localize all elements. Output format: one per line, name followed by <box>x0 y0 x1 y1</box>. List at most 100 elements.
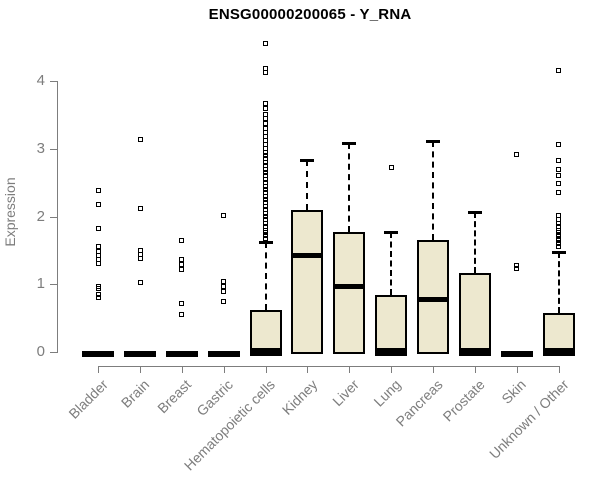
x-axis-tick <box>516 366 518 373</box>
outlier-point <box>556 189 562 195</box>
x-axis-category-label: Liver <box>329 376 362 410</box>
outlier-point <box>263 235 269 241</box>
median-line-unknown-other <box>542 348 575 356</box>
whisker-cap-pancreas <box>426 139 440 143</box>
x-axis-category-label: Breast <box>154 376 195 417</box>
outlier-point <box>95 187 101 193</box>
outlier-point <box>263 169 269 175</box>
x-axis-tick <box>181 366 183 373</box>
whisker-line-prostate <box>473 211 476 273</box>
outlier-point <box>556 235 562 241</box>
whisker-cap-unknown-other <box>551 250 566 254</box>
outlier-point <box>556 238 562 244</box>
outlier-point <box>263 100 269 106</box>
outlier-point <box>556 243 562 249</box>
outlier-point <box>556 227 562 233</box>
outlier-point <box>263 40 269 46</box>
outlier-point <box>137 279 143 285</box>
outlier-point <box>263 163 269 169</box>
y-axis-tick <box>50 284 57 286</box>
outlier-point <box>263 197 269 203</box>
outlier-point <box>556 232 562 238</box>
collapsed-box-bar-breast <box>165 351 198 357</box>
outlier-point <box>263 173 269 179</box>
outlier-point <box>263 207 269 213</box>
outlier-point <box>263 230 269 236</box>
median-line-hematopoietic-cells <box>249 348 282 356</box>
x-axis-category-label: Skin <box>498 376 530 407</box>
outlier-point <box>263 159 269 165</box>
median-line-lung <box>375 348 408 356</box>
outlier-point <box>514 266 520 272</box>
outlier-point <box>221 279 227 285</box>
outlier-point <box>263 65 269 71</box>
x-axis-tick <box>307 366 309 373</box>
x-axis-tick <box>140 366 142 373</box>
median-line-pancreas <box>417 297 449 303</box>
whisker-line-kidney <box>306 159 309 210</box>
y-axis-tick-label: 2 <box>36 207 45 225</box>
outlier-point <box>263 149 269 155</box>
outlier-point <box>221 283 227 289</box>
outlier-point <box>95 226 101 232</box>
boxplot-box-pancreas <box>417 240 449 354</box>
outlier-point <box>556 230 562 236</box>
outlier-point <box>95 295 101 301</box>
outlier-point <box>179 311 185 317</box>
outlier-point <box>263 232 269 238</box>
outlier-point <box>137 256 143 261</box>
outlier-point <box>95 286 101 292</box>
outlier-point <box>263 210 269 216</box>
y-axis-tick-label: 1 <box>36 275 45 293</box>
whisker-line-unknown-other <box>557 251 560 314</box>
x-axis-tick <box>391 366 393 373</box>
whisker-line-hematopoietic-cells <box>264 241 267 310</box>
whisker-line-lung <box>390 232 393 296</box>
y-axis-line <box>57 81 58 353</box>
outlier-point <box>263 190 269 196</box>
median-line-liver <box>333 283 366 289</box>
outlier-point <box>556 157 562 163</box>
outlier-point <box>95 244 101 250</box>
y-axis-tick <box>50 148 57 150</box>
outlier-point <box>556 167 562 173</box>
median-line-prostate <box>458 348 491 356</box>
x-axis-tick <box>433 366 434 373</box>
outlier-point <box>263 120 269 126</box>
outlier-point <box>263 166 269 172</box>
outlier-point <box>221 299 227 305</box>
outlier-point <box>95 261 101 267</box>
chart-title: ENSG00000200065 - Y_RNA <box>208 6 412 23</box>
collapsed-box-bar-skin <box>500 351 533 357</box>
outlier-point <box>514 151 520 157</box>
x-axis-tick <box>558 366 560 373</box>
outlier-point <box>556 67 562 73</box>
outlier-point <box>556 224 562 230</box>
outlier-point <box>514 263 520 269</box>
x-axis-category-label: Prostate <box>439 376 488 425</box>
outlier-point <box>263 146 269 152</box>
x-axis-tick <box>98 366 100 373</box>
outlier-point <box>95 283 101 289</box>
outlier-point <box>556 142 562 148</box>
boxplot-box-kidney <box>291 209 324 354</box>
y-axis-tick-label: 3 <box>36 139 45 157</box>
outlier-point <box>263 217 269 223</box>
outlier-point <box>179 266 185 272</box>
collapsed-box-bar-gastric <box>207 351 240 357</box>
x-axis-tick <box>474 366 476 373</box>
boxplot-box-liver <box>333 232 366 354</box>
whisker-line-pancreas <box>432 140 434 241</box>
outlier-point <box>556 241 562 247</box>
x-axis-category-label: Kidney <box>278 376 321 418</box>
outlier-point <box>95 202 101 208</box>
y-axis-tick <box>50 352 57 353</box>
outlier-point <box>179 237 185 243</box>
boxplot-box-prostate <box>458 272 491 354</box>
outlier-point <box>137 205 143 211</box>
outlier-point <box>263 105 269 111</box>
outlier-point <box>263 70 269 76</box>
y-axis-tick-label: 0 <box>36 343 45 360</box>
outlier-point <box>263 227 269 233</box>
